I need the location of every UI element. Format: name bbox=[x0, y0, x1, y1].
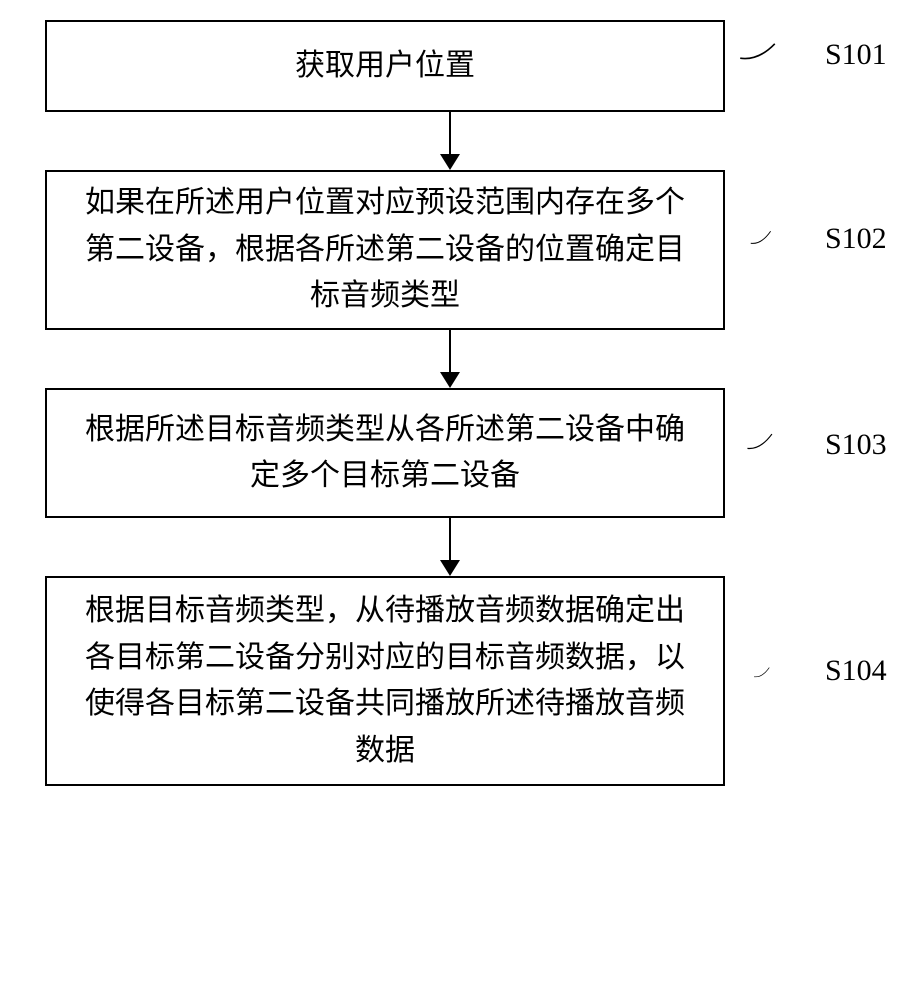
step-box-S103: 根据所述目标音频类型从各所述第二设备中确定多个目标第二设备 bbox=[45, 388, 725, 518]
connector-path bbox=[740, 44, 775, 59]
connector-curve bbox=[725, 36, 805, 96]
step-box-S102: 如果在所述用户位置对应预设范围内存在多个第二设备，根据各所述第二设备的位置确定目… bbox=[45, 170, 725, 330]
connector-path bbox=[747, 434, 771, 448]
arrow-head-icon bbox=[440, 372, 460, 388]
step-label-S103: S103 bbox=[825, 428, 887, 462]
arrow-line bbox=[449, 518, 452, 560]
arrow-down bbox=[440, 112, 460, 170]
connector-path bbox=[754, 668, 769, 677]
arrow-line bbox=[449, 112, 452, 154]
arrow-line bbox=[449, 330, 452, 372]
arrow-down bbox=[440, 330, 460, 388]
connector-curve bbox=[725, 220, 805, 280]
connector-curve bbox=[725, 651, 805, 711]
arrow-head-icon bbox=[440, 560, 460, 576]
step-text: 获取用户位置 bbox=[295, 43, 475, 90]
step-row: 如果在所述用户位置对应预设范围内存在多个第二设备，根据各所述第二设备的位置确定目… bbox=[45, 170, 855, 330]
step-text: 如果在所述用户位置对应预设范围内存在多个第二设备，根据各所述第二设备的位置确定目… bbox=[71, 180, 699, 320]
step-label-S102: S102 bbox=[825, 222, 887, 256]
step-text: 根据所述目标音频类型从各所述第二设备中确定多个目标第二设备 bbox=[71, 407, 699, 500]
step-label-S101: S101 bbox=[825, 38, 887, 72]
step-text: 根据目标音频类型，从待播放音频数据确定出各目标第二设备分别对应的目标音频数据，以… bbox=[71, 588, 699, 774]
connector-path bbox=[751, 231, 771, 243]
step-row: 根据所述目标音频类型从各所述第二设备中确定多个目标第二设备 S103 bbox=[45, 388, 855, 518]
arrow-down bbox=[440, 518, 460, 576]
step-box-S101: 获取用户位置 bbox=[45, 20, 725, 112]
step-box-S104: 根据目标音频类型，从待播放音频数据确定出各目标第二设备分别对应的目标音频数据，以… bbox=[45, 576, 725, 786]
step-row: 获取用户位置 S101 bbox=[45, 20, 855, 112]
step-row: 根据目标音频类型，从待播放音频数据确定出各目标第二设备分别对应的目标音频数据，以… bbox=[45, 576, 855, 786]
step-label-S104: S104 bbox=[825, 654, 887, 688]
arrow-head-icon bbox=[440, 154, 460, 170]
connector-curve bbox=[725, 423, 805, 483]
flowchart-container: 获取用户位置 S101 如果在所述用户位置对应预设范围内存在多个第二设备，根据各… bbox=[45, 20, 855, 786]
